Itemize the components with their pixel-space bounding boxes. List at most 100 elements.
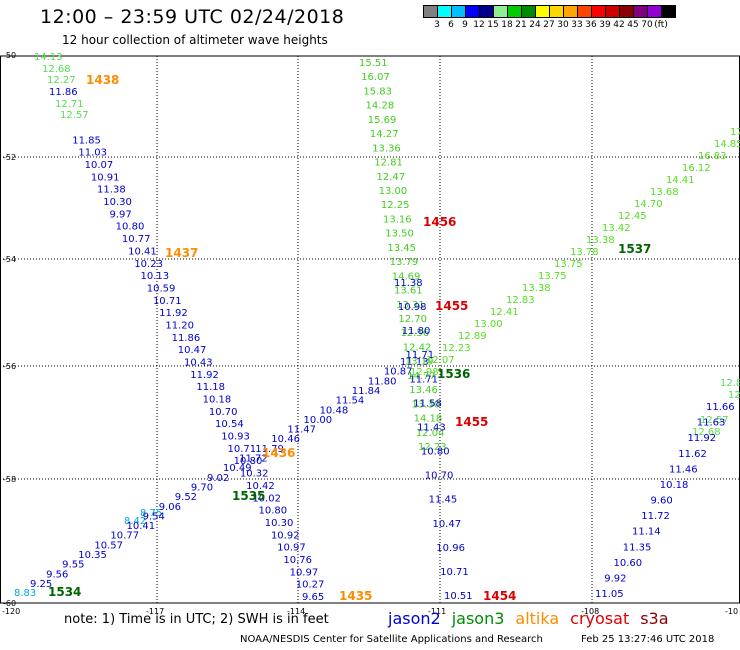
wave-height-reading: 9.97 [109, 209, 131, 220]
pass-time-labels: 1438 1437 1436 1435 1456 1455 1455 1454 1536 1535… [48, 73, 651, 603]
wave-height-reading: 10.59 [147, 283, 176, 294]
wave-height-reading: 9.92 [604, 573, 626, 584]
wave-height-reading: 10.30 [265, 518, 294, 529]
pass-time-label: 1455 [435, 299, 468, 313]
pass-time-label: 1454 [483, 589, 516, 603]
legend-label: 33 [571, 20, 583, 30]
wave-height-reading: 10.00 [303, 415, 332, 426]
wave-height-reading: 13.38 [522, 283, 551, 294]
wave-height-reading: 9.54 [143, 511, 165, 522]
wave-height-reading: 10.43 [184, 358, 213, 369]
wave-height-reading: 9.06 [159, 502, 181, 513]
legend-label: 45 [627, 20, 639, 30]
wave-height-reading: 12.47 [376, 172, 405, 183]
wave-height-reading: 12.68 [692, 427, 721, 438]
wave-height-reading: 14.18 [414, 414, 443, 425]
longitude-label: -111 [428, 607, 446, 616]
wave-height-reading: 16.12 [682, 163, 711, 174]
pass-time-label: 1536 [437, 367, 470, 381]
wave-height-reading: 15.51 [359, 58, 388, 69]
wave-height-reading: 13.46 [409, 385, 438, 396]
latitude-label: -54 [3, 255, 16, 264]
wave-height-reading: 10.46 [271, 434, 300, 445]
wave-height-reading: 11.18 [196, 382, 225, 393]
wave-height-reading: 11.05 [595, 589, 624, 600]
legend-labels: 3 6 9 12 15 18 21 24 27 30 33 36 39 42 45 70 (ft) [423, 20, 675, 32]
wave-height-reading: 9.02 [207, 473, 229, 484]
wave-height-reading: 12.23 [418, 442, 447, 453]
footer-note: note: 1) Time is in UTC; 2) SWH is in fe… [64, 612, 329, 627]
wave-height-reading: 11.72 [641, 511, 670, 522]
legend-label: 9 [462, 20, 468, 30]
pass-time-label: 1435 [339, 589, 372, 603]
wave-height-reading: 10.35 [78, 550, 107, 561]
wave-height-reading: 13.16 [383, 214, 412, 225]
wave-height-reading: 8.42 [124, 516, 146, 527]
wave-height-reading: 10.07 [85, 160, 114, 171]
wave-height-reading: 11.58 [413, 398, 442, 409]
wave-height-reading: 11.84 [352, 386, 381, 397]
wave-height-reading: 11.86 [49, 87, 78, 98]
wave-height-reading: 12.98 [410, 367, 439, 378]
wave-height-reading: 12.27 [47, 75, 76, 86]
wave-height-reading: 11.38 [97, 185, 126, 196]
wave-height-reading: 16.83 [698, 151, 727, 162]
wave-height-reading: 11.92 [159, 308, 188, 319]
wave-height-reading: 9.25 [30, 579, 52, 590]
pass-time-label: 1436 [262, 446, 295, 460]
wave-height-reading: 14.41 [666, 175, 695, 186]
wave-height-reading: 11.92 [688, 433, 717, 444]
legend-label: 21 [515, 20, 527, 30]
wave-height-reading: 12.71 [55, 99, 84, 110]
wave-height-reading: 12.42 [403, 342, 432, 353]
wave-height-reading: 10.13 [141, 271, 170, 282]
latitude-label: -52 [3, 153, 16, 162]
wave-height-reading: 10.71 [153, 296, 182, 307]
wave-height-reading: 9.55 [62, 560, 84, 571]
wave-height-reading: 11.38 [394, 278, 423, 289]
wave-height-reading: 10.71 [440, 567, 469, 578]
wave-height-color-legend: 3 6 9 12 15 18 21 24 27 30 33 36 39 42 45 70 (ft) [423, 5, 676, 32]
pass-time-label: 1437 [165, 246, 198, 260]
wave-height-reading: 10.18 [660, 480, 689, 491]
legend-swatch [661, 5, 676, 18]
wave-height-reading: 10.54 [215, 419, 244, 430]
wave-height-reading: 8.75 [140, 508, 162, 519]
footer-timestamp: Feb 25 13:27:46 UTC 2018 [581, 634, 715, 645]
wave-height-reading: 11.14 [632, 527, 661, 538]
wave-height-reading: 10.51 [444, 591, 473, 602]
wave-height-reading: 11.92 [190, 370, 219, 381]
wave-height-reading: 11.79 [255, 444, 284, 455]
wave-height-reading: 13.75 [554, 259, 583, 270]
wave-height-reading: 11.03 [78, 148, 107, 159]
wave-height-reading: 9.70 [191, 482, 213, 493]
wave-height-reading: 10.80 [116, 222, 145, 233]
wave-height-reading: 11.45 [429, 495, 458, 506]
wave-height-reading: 13.31 [396, 300, 425, 311]
wave-height-reading: 11.66 [706, 402, 735, 413]
wave-height-reading: 10.41 [128, 246, 157, 257]
wave-height-reading: 11.62 [678, 449, 707, 460]
longitude-label: -117 [146, 607, 164, 616]
wave-height-reading: 10.80 [234, 456, 263, 467]
wave-height-reading: 16.07 [361, 72, 390, 83]
wave-height-reading: 12.89 [458, 331, 487, 342]
wave-height-reading: 10.42 [246, 481, 275, 492]
latitude-label: -58 [3, 475, 16, 484]
wave-height-reading: 9.65 [302, 592, 324, 603]
wave-height-reading: 12.45 [618, 211, 647, 222]
wave-height-reading: 12.57 [700, 415, 729, 426]
wave-height-reading: 12.70 [398, 314, 427, 325]
wave-height-reading: 13.19 [405, 357, 434, 368]
longitude-label: -120 [2, 607, 20, 616]
wave-height-reading: 10.80 [259, 506, 288, 517]
legend-label: 18 [501, 20, 513, 30]
pass-time-label: 1455 [455, 415, 488, 429]
wave-height-reading: 11.72 [239, 454, 268, 465]
footer-credit: NOAA/NESDIS Center for Satellite Applica… [240, 634, 543, 645]
wave-height-reading: 13.75 [538, 271, 567, 282]
wave-height-reading: 15.83 [363, 86, 392, 97]
wave-height-reading: 9.60 [651, 496, 673, 507]
pass-time-label: 1537 [618, 242, 651, 256]
wave-height-reading: 12.23 [442, 343, 471, 354]
